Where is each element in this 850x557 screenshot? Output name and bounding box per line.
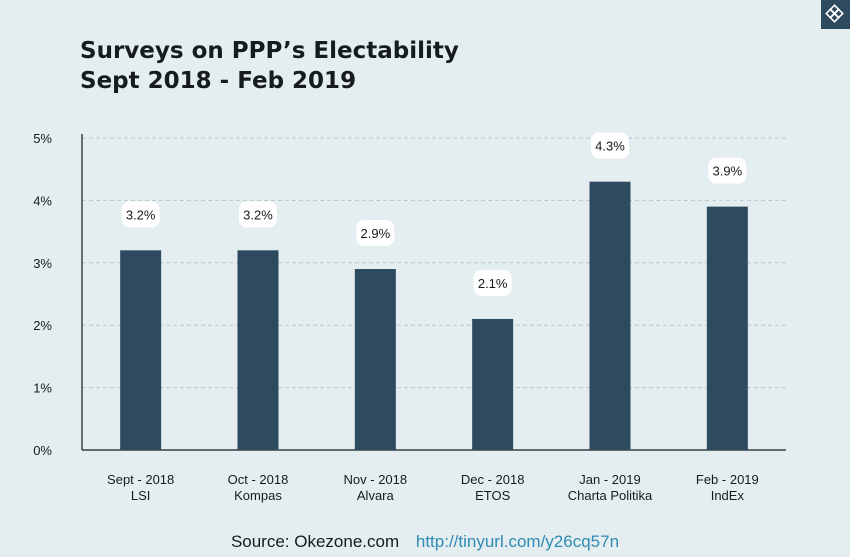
y-tick-label: 1%: [33, 381, 52, 396]
chart-title-line-1: Surveys on PPP’s Electability: [80, 38, 459, 64]
source-label: Source: Okezone.com: [230, 532, 400, 551]
data-label-background: [356, 220, 395, 247]
data-label-background: [591, 132, 629, 159]
bar: [354, 269, 396, 450]
data-label: 3.2%: [126, 207, 156, 222]
source-link[interactable]: http://tinyurl.com/y26cq57n: [415, 532, 620, 551]
x-tick-label: LSI: [131, 488, 151, 503]
x-tick-label: Charta Politika: [568, 488, 653, 503]
bar: [237, 250, 279, 450]
x-tick-label: ETOS: [475, 488, 510, 503]
data-label-background: [473, 269, 512, 296]
y-tick-label: 4%: [33, 193, 52, 208]
x-tick-label: Feb - 2019: [696, 472, 759, 487]
y-tick-label: 3%: [33, 256, 52, 271]
data-label: 2.9%: [361, 226, 391, 241]
x-tick-label: Nov - 2018: [344, 472, 408, 487]
chart-title-line-2: Sept 2018 - Feb 2019: [80, 68, 357, 94]
data-label: 2.1%: [478, 276, 508, 291]
x-tick-label: Alvara: [357, 488, 395, 503]
y-tick-label: 2%: [33, 318, 52, 333]
y-tick-label: 5%: [33, 131, 52, 146]
x-tick-label: Jan - 2019: [579, 472, 640, 487]
data-label-background: [708, 157, 747, 184]
bar: [120, 250, 162, 450]
data-label: 4.3%: [595, 139, 625, 154]
x-tick-label: Oct - 2018: [228, 472, 289, 487]
data-label-background: [121, 201, 160, 228]
y-tick-label: 0%: [33, 443, 52, 458]
x-tick-label: Dec - 2018: [461, 472, 525, 487]
bar: [589, 181, 631, 450]
x-tick-label: IndEx: [711, 488, 745, 503]
chart-title: Surveys on PPP’s Electability Sept 2018 …: [80, 36, 459, 96]
x-tick-label: Kompas: [234, 488, 282, 503]
bar: [472, 318, 514, 450]
bar: [706, 206, 748, 450]
data-label: 3.2%: [243, 207, 273, 222]
diamond-logo-icon: [821, 0, 850, 29]
data-label-background: [239, 201, 277, 228]
source-line: Source: Okezone.com http://tinyurl.com/y…: [0, 532, 850, 552]
data-label: 3.9%: [713, 164, 743, 179]
x-tick-label: Sept - 2018: [107, 472, 174, 487]
